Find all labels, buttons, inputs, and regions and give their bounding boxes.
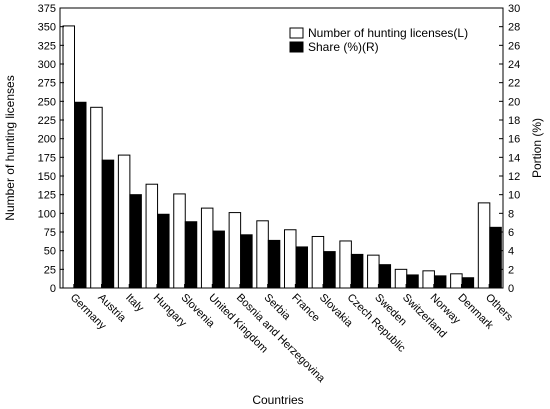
right-tick-label: 30 [508, 3, 520, 15]
bar-licenses-italy [117, 154, 131, 289]
left-tick-label: 175 [38, 152, 56, 164]
bar-share-switzerland [406, 274, 419, 289]
right-tick-label: 22 [508, 78, 520, 90]
left-tick-label: 250 [38, 96, 56, 108]
bar-licenses-norway [422, 270, 435, 289]
x-tick-label: Italy [123, 292, 146, 315]
bars-group [62, 25, 502, 289]
bar-licenses-slovenia [173, 193, 186, 289]
plot-frame [59, 7, 504, 289]
right-tick-label: 18 [508, 115, 520, 127]
left-tick-label: 225 [38, 115, 56, 127]
right-tick-label: 28 [508, 22, 520, 34]
right-tick-label: 10 [508, 190, 520, 202]
bar-licenses-hungary [145, 183, 159, 289]
right-tick-label: 12 [508, 171, 520, 183]
left-tick-label: 325 [38, 40, 56, 52]
bar-licenses-austria [90, 106, 103, 289]
bar-share-germany [74, 101, 87, 289]
bar-licenses-slovakia [311, 235, 325, 289]
bar-licenses-united-kingdom [200, 207, 214, 289]
bar-licenses-switzerland [394, 268, 408, 289]
bar-share-hungary [157, 213, 170, 289]
bar-share-denmark [461, 277, 475, 289]
bar-share-others [489, 226, 502, 289]
bar-share-slovakia [323, 251, 336, 289]
right-tick-label: 26 [508, 40, 520, 52]
right-tick-label: 8 [508, 208, 514, 220]
left-tick-label: 300 [38, 59, 56, 71]
legend-label-licenses: Number of hunting licenses(L) [308, 26, 468, 40]
right-tick-label: 20 [508, 96, 520, 108]
right-axis-title: Portion (%) [530, 118, 544, 178]
right-tick-label: 4 [508, 246, 514, 258]
bar-licenses-czech-republic [339, 240, 352, 289]
bar-share-united-kingdom [212, 230, 225, 289]
left-tick-label: 50 [44, 246, 56, 258]
legend-swatch-share [289, 41, 304, 53]
legend: Number of hunting licenses(L) Share (%)(… [289, 26, 468, 54]
bar-licenses-germany [62, 25, 75, 289]
left-tick-label: 100 [38, 208, 56, 220]
left-y-axis: 0 25 50 75 100 125 150 175 200 225 250 275 300 325 350… [38, 3, 64, 295]
bar-licenses-denmark [450, 273, 463, 289]
right-tick-label: 14 [508, 152, 520, 164]
bar-share-slovenia [184, 221, 198, 289]
bar-share-france [295, 246, 308, 289]
bar-share-serbia [267, 239, 281, 289]
bar-licenses-sweden [367, 254, 380, 289]
plot-area [59, 7, 504, 289]
left-tick-label: 275 [38, 78, 56, 90]
bar-licenses-bosnia-and-herzegovina [228, 212, 242, 289]
bar-share-austria [101, 159, 115, 289]
left-tick-label: 0 [50, 283, 56, 295]
bar-licenses-france [284, 229, 297, 289]
bar-share-norway [433, 275, 447, 289]
x-tick-label: France [289, 292, 322, 325]
left-tick-label: 150 [38, 171, 56, 183]
left-tick-label: 125 [38, 190, 56, 202]
left-tick-label: 350 [38, 22, 56, 34]
bar-share-sweden [378, 264, 392, 289]
bar-share-czech-republic [350, 253, 364, 289]
left-tick-label: 25 [44, 264, 56, 276]
bar-share-italy [129, 194, 142, 289]
left-tick-label: 200 [38, 134, 56, 146]
right-tick-label: 2 [508, 264, 514, 276]
bar-share-bosnia-and-herzegovina [240, 234, 253, 289]
bar-licenses-serbia [256, 220, 269, 289]
left-tick-label: 75 [44, 227, 56, 239]
left-tick-label: 375 [38, 3, 56, 15]
legend-label-share: Share (%)(R) [308, 40, 379, 54]
legend-swatch-licenses [289, 27, 304, 39]
x-axis-title: Countries [252, 393, 303, 407]
bar-licenses-others [477, 202, 491, 289]
right-tick-label: 16 [508, 134, 520, 146]
right-tick-label: 24 [508, 59, 520, 71]
left-axis-title: Number of hunting licenses [3, 75, 17, 220]
right-tick-label: 0 [508, 283, 514, 295]
right-tick-label: 6 [508, 227, 514, 239]
